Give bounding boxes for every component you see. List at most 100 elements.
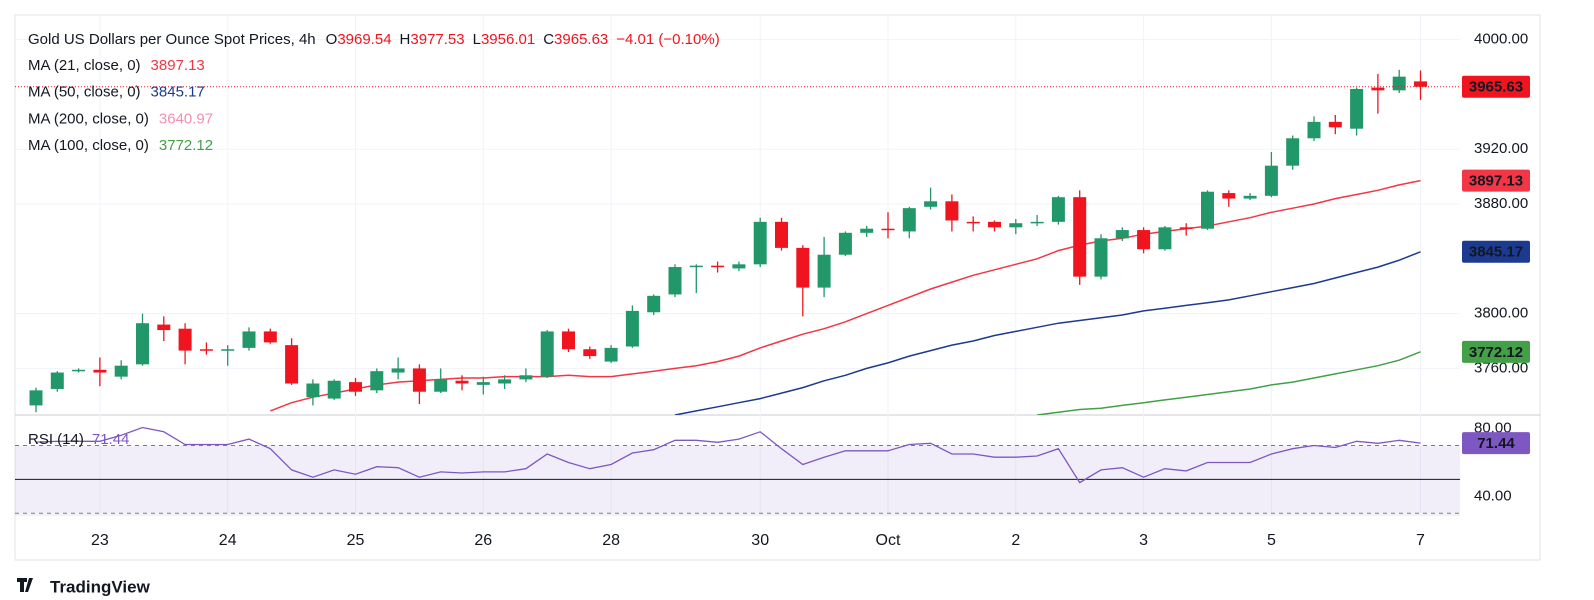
- candle-body: [1201, 191, 1214, 229]
- candle-body: [1073, 197, 1087, 277]
- y-tick-label: 3760.00: [1474, 359, 1528, 376]
- ma-line: [674, 251, 1421, 415]
- ohlc-label: O: [326, 31, 338, 48]
- candle-body: [562, 331, 575, 350]
- legend-value: 3897.13: [151, 57, 205, 74]
- x-tick-label: 24: [219, 532, 237, 549]
- x-tick-label: 2: [1011, 532, 1020, 549]
- candle-body: [1030, 221, 1044, 224]
- candle-body: [817, 254, 831, 288]
- y-tick-label: 3880.00: [1474, 195, 1528, 212]
- candle-body: [924, 201, 938, 207]
- candle-body: [902, 208, 916, 232]
- candle-body: [1414, 81, 1427, 87]
- candle-body: [50, 372, 64, 389]
- rsi-line: [35, 426, 1421, 484]
- x-tick-label: 5: [1267, 532, 1276, 549]
- candle-body: [1179, 227, 1193, 229]
- change-label: −4.01 (−0.10%): [616, 31, 719, 48]
- legend-entry: MA (50, close, 0) 3845.17: [28, 84, 205, 101]
- price-tag-label: 71.44: [1477, 435, 1515, 452]
- x-tick-label: 23: [91, 532, 109, 549]
- candle-body: [263, 331, 277, 343]
- candle-body: [327, 380, 341, 399]
- candle-body: [412, 368, 426, 392]
- logo: TradingView: [17, 577, 151, 596]
- candle-body: [114, 365, 128, 377]
- legend-entry: MA (21, close, 0) 3897.13: [28, 57, 205, 74]
- candle-body: [1009, 223, 1023, 228]
- candle-body: [285, 345, 299, 384]
- candle-body: [136, 323, 149, 365]
- x-tick-label: 28: [602, 532, 620, 549]
- rsi-legend: RSI (14) 71.44: [28, 431, 129, 448]
- candle-body: [1115, 230, 1129, 239]
- legend-name: MA (50, close, 0): [28, 84, 141, 101]
- price-tag-label: 3897.13: [1469, 173, 1523, 190]
- legend-name: MA (100, close, 0): [28, 137, 149, 154]
- x-tick-label: 26: [474, 532, 492, 549]
- rsi-legend-name: RSI (14): [28, 431, 84, 448]
- ohlc-value: 3956.01: [481, 31, 535, 48]
- y-tick-label: 3920.00: [1474, 140, 1528, 157]
- legend-value: 3772.12: [159, 137, 213, 154]
- candle-body: [1222, 193, 1236, 199]
- price-tag: [1462, 169, 1530, 192]
- candle-body: [199, 349, 213, 351]
- footer-brand: TradingView: [50, 577, 151, 596]
- candle-body: [29, 390, 43, 406]
- candle-body: [178, 328, 192, 351]
- candle-body: [221, 349, 235, 351]
- candle-body: [242, 331, 256, 348]
- legend-entry: MA (200, close, 0) 3640.97: [28, 110, 213, 127]
- ohlc-value: 3977.53: [410, 31, 464, 48]
- x-tick-label: 25: [347, 532, 365, 549]
- price-tag-label: 3965.63: [1469, 79, 1523, 96]
- candle-body: [796, 247, 810, 288]
- ma-line: [1037, 351, 1421, 415]
- rsi-legend-value: 71.44: [92, 431, 130, 448]
- legend-name: MA (21, close, 0): [28, 57, 141, 74]
- candle-body: [988, 221, 1001, 228]
- price-tag: [1462, 432, 1530, 455]
- candle-body: [157, 324, 171, 331]
- y-tick-label: 3800.00: [1474, 305, 1528, 322]
- candle-body: [476, 382, 490, 385]
- candle-body: [753, 221, 767, 265]
- candle-body: [1371, 87, 1385, 91]
- candle-body: [93, 369, 107, 373]
- candle-body: [455, 380, 469, 384]
- candle-body: [370, 371, 384, 391]
- candle-body: [1392, 76, 1406, 91]
- candle-body: [72, 369, 86, 372]
- candle-body: [1243, 195, 1257, 199]
- frame: [14, 14, 1541, 561]
- candle-body: [732, 264, 746, 269]
- candle-body: [498, 379, 512, 384]
- candle-body: [966, 221, 980, 224]
- legend-value: 3845.17: [151, 84, 205, 101]
- x-tick-label: 7: [1416, 532, 1425, 549]
- candle-body: [434, 379, 448, 392]
- legend-entry: MA (100, close, 0) 3772.12: [28, 137, 213, 154]
- candle-body: [1264, 165, 1278, 196]
- chart-title: Gold US Dollars per Ounce Spot Prices, 4…: [28, 31, 316, 48]
- candle-body: [1137, 230, 1151, 250]
- header: Gold US Dollars per Ounce Spot Prices, 4…: [28, 31, 720, 48]
- candle-body: [689, 265, 703, 268]
- legend-value: 3640.97: [159, 110, 213, 127]
- candle-body: [519, 375, 533, 380]
- x-tick-label: 30: [751, 532, 769, 549]
- price-tag-label: 3772.12: [1469, 344, 1523, 361]
- price-tag-label: 3845.17: [1469, 244, 1523, 261]
- candle-body: [349, 382, 362, 392]
- candle-body: [1328, 121, 1342, 128]
- candle-body: [775, 221, 788, 248]
- candle-body: [306, 383, 320, 398]
- candle-body: [945, 201, 959, 221]
- candle-body: [1350, 88, 1364, 129]
- candle-body: [604, 347, 618, 362]
- ohlc-label: L: [473, 31, 481, 48]
- candle-body: [711, 265, 725, 268]
- logo-icon: [17, 578, 33, 592]
